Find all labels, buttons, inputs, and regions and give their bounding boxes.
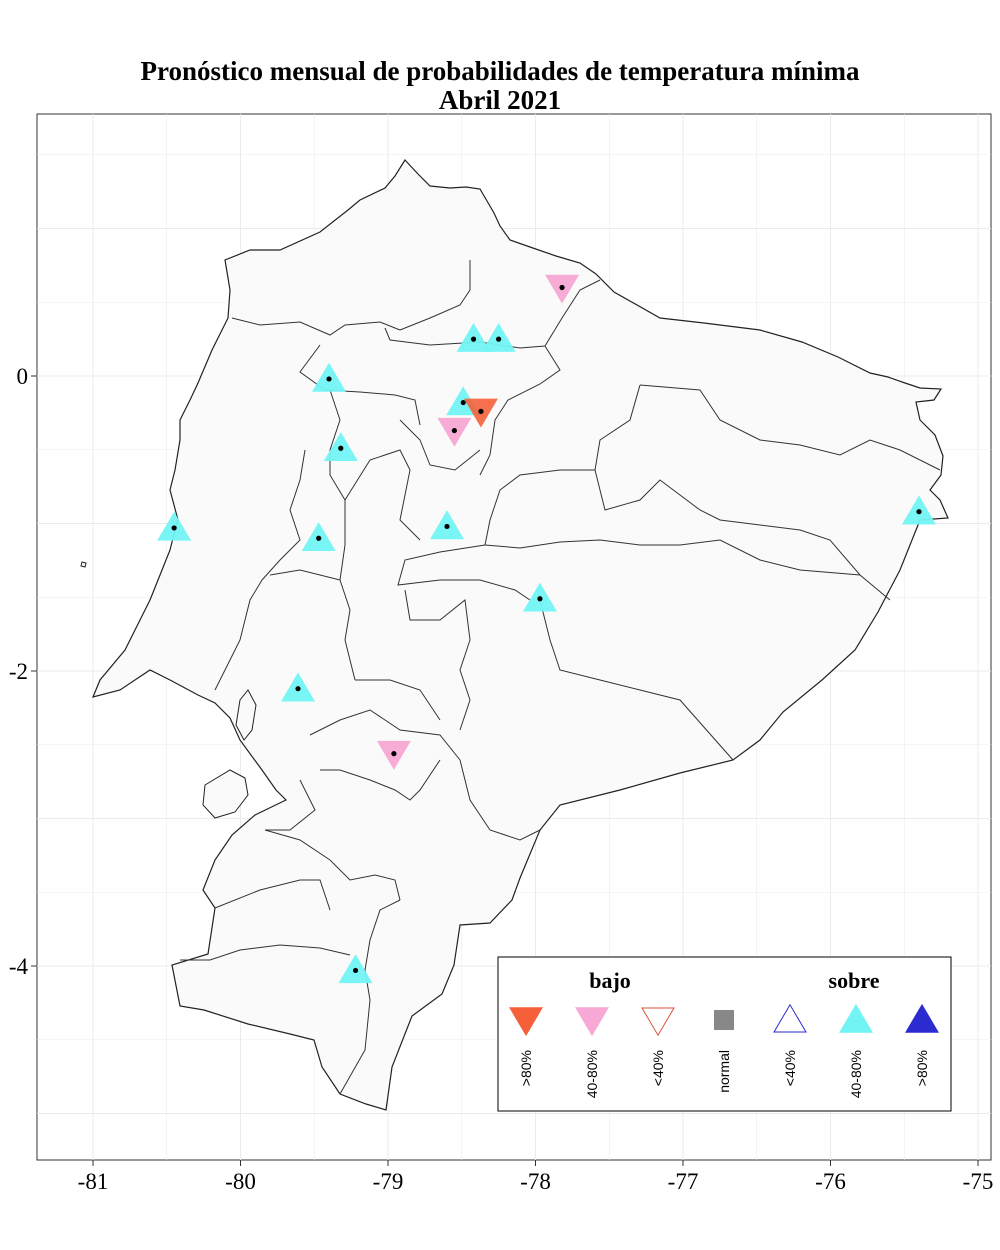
legend-item: normal bbox=[714, 1010, 734, 1093]
station-point bbox=[451, 427, 457, 434]
station-point bbox=[460, 399, 466, 406]
legend-item-label: 40-80% bbox=[584, 1050, 600, 1098]
x-tick-label: -79 bbox=[373, 1169, 404, 1194]
station-marker bbox=[376, 740, 411, 770]
station-point bbox=[295, 686, 301, 692]
station-point bbox=[352, 967, 359, 974]
station-point bbox=[478, 408, 484, 414]
legend-item: 40-80% bbox=[575, 1007, 609, 1098]
legend-up-triangle-open bbox=[773, 1003, 807, 1033]
station-marker bbox=[902, 495, 936, 525]
legend-up-triangle bbox=[839, 1003, 873, 1033]
legend-item-label: 40-80% bbox=[848, 1050, 864, 1098]
x-tick-label: -75 bbox=[963, 1169, 994, 1194]
legend-heading-bajo: bajo bbox=[589, 968, 631, 993]
legend-item-label: normal bbox=[716, 1050, 732, 1093]
station-point bbox=[496, 336, 502, 342]
station-marker bbox=[430, 510, 464, 540]
x-axis: -81 -80 -79 -78 -77 -76 -75 bbox=[78, 1160, 994, 1194]
station-marker bbox=[481, 322, 516, 352]
x-tick-label: -77 bbox=[668, 1169, 699, 1194]
legend-item: <40% bbox=[641, 1007, 675, 1086]
station-point bbox=[171, 525, 177, 531]
legend-item-label: <40% bbox=[782, 1050, 798, 1086]
y-tick-label: -4 bbox=[9, 954, 29, 979]
legend-down-triangle bbox=[509, 1007, 543, 1037]
legend-square bbox=[714, 1010, 734, 1030]
x-tick-label: -76 bbox=[815, 1169, 846, 1194]
island-outline bbox=[202, 769, 249, 819]
station-point bbox=[326, 376, 332, 382]
legend-item-label: >80% bbox=[518, 1050, 534, 1086]
legend-item: 40-80% bbox=[839, 1003, 873, 1098]
station-point bbox=[470, 336, 477, 342]
y-tick-label: -2 bbox=[9, 659, 28, 684]
station-point bbox=[537, 596, 543, 602]
country-outline bbox=[91, 159, 949, 1111]
station-point bbox=[444, 523, 450, 530]
station-marker bbox=[301, 522, 336, 551]
y-tick-label: 0 bbox=[17, 364, 29, 389]
legend-down-triangle-open bbox=[641, 1007, 675, 1037]
province-boundaries bbox=[180, 260, 941, 1095]
x-tick-label: -81 bbox=[78, 1169, 109, 1194]
station-point bbox=[338, 445, 344, 451]
station-point bbox=[391, 751, 397, 757]
station-marker bbox=[281, 672, 316, 702]
map-subtitle: Abril 2021 bbox=[438, 85, 562, 115]
station-marker bbox=[463, 398, 498, 428]
legend-item-label: <40% bbox=[650, 1050, 666, 1086]
legend-box bbox=[497, 956, 952, 1112]
station-marker bbox=[338, 954, 373, 984]
station-marker bbox=[437, 417, 472, 447]
legend-item: <40% bbox=[773, 1003, 807, 1086]
legend-up-triangle bbox=[905, 1003, 939, 1033]
y-axis: 0 -2 -4 bbox=[9, 364, 37, 979]
legend-heading-sobre: sobre bbox=[829, 968, 880, 993]
station-marker bbox=[456, 322, 491, 352]
station-markers bbox=[157, 274, 936, 984]
estuary-outline bbox=[235, 689, 257, 741]
legend-item: >80% bbox=[905, 1003, 939, 1086]
map-title: Pronóstico mensual de probabilidades de … bbox=[140, 56, 860, 86]
x-tick-label: -78 bbox=[520, 1169, 551, 1194]
island-outline bbox=[80, 561, 87, 568]
station-marker bbox=[323, 432, 358, 462]
station-marker bbox=[545, 274, 580, 304]
legend-down-triangle bbox=[575, 1007, 609, 1037]
legend-item: >80% bbox=[509, 1007, 543, 1086]
x-tick-label: -80 bbox=[225, 1169, 256, 1194]
station-point bbox=[316, 535, 322, 541]
station-point bbox=[559, 284, 565, 291]
legend: bajo sobre >80% 40-80% <40% normal <40% 40-80… bbox=[497, 956, 952, 1112]
station-marker bbox=[522, 582, 557, 612]
station-point bbox=[916, 509, 922, 515]
station-marker bbox=[157, 511, 192, 541]
legend-item-label: >80% bbox=[914, 1050, 930, 1086]
station-marker bbox=[312, 362, 346, 392]
